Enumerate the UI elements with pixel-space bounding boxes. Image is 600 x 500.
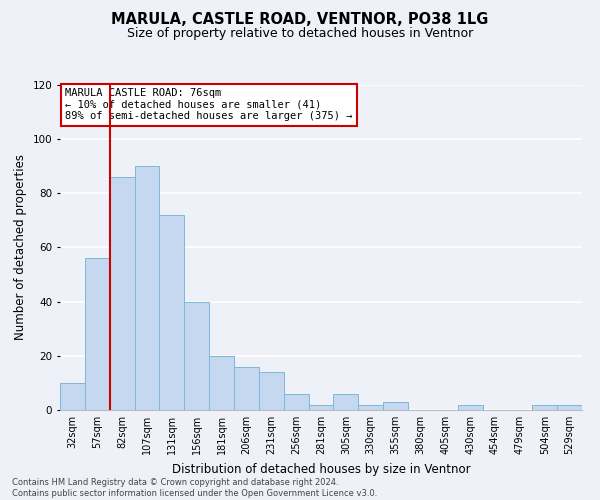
Bar	[458, 404, 482, 410]
Bar	[532, 404, 557, 410]
Text: MARULA, CASTLE ROAD, VENTNOR, PO38 1LG: MARULA, CASTLE ROAD, VENTNOR, PO38 1LG	[112, 12, 488, 28]
Bar	[334, 394, 358, 410]
Bar	[358, 404, 383, 410]
X-axis label: Distribution of detached houses by size in Ventnor: Distribution of detached houses by size …	[172, 462, 470, 475]
Y-axis label: Number of detached properties: Number of detached properties	[14, 154, 27, 340]
Bar	[284, 394, 308, 410]
Bar	[259, 372, 284, 410]
Bar	[308, 404, 334, 410]
Bar	[60, 383, 85, 410]
Bar	[160, 215, 184, 410]
Bar	[557, 404, 582, 410]
Bar	[184, 302, 209, 410]
Bar	[134, 166, 160, 410]
Bar	[383, 402, 408, 410]
Text: Contains HM Land Registry data © Crown copyright and database right 2024.
Contai: Contains HM Land Registry data © Crown c…	[12, 478, 377, 498]
Bar	[234, 366, 259, 410]
Text: Size of property relative to detached houses in Ventnor: Size of property relative to detached ho…	[127, 28, 473, 40]
Bar	[110, 177, 134, 410]
Text: MARULA CASTLE ROAD: 76sqm
← 10% of detached houses are smaller (41)
89% of semi-: MARULA CASTLE ROAD: 76sqm ← 10% of detac…	[65, 88, 353, 122]
Bar	[85, 258, 110, 410]
Bar	[209, 356, 234, 410]
